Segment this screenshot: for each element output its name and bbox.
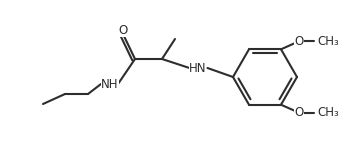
Text: O: O xyxy=(294,35,304,48)
Text: O: O xyxy=(118,24,128,36)
Text: CH₃: CH₃ xyxy=(317,106,339,119)
Text: HN: HN xyxy=(189,61,206,75)
Text: NH: NH xyxy=(101,77,119,91)
Text: CH₃: CH₃ xyxy=(317,35,339,48)
Text: O: O xyxy=(294,106,304,119)
